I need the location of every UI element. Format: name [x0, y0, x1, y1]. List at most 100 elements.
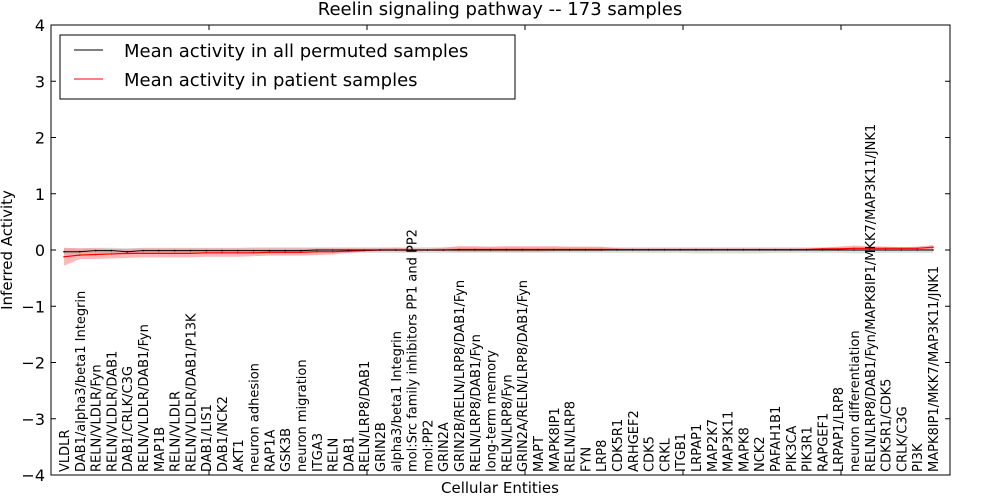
permuted-point — [189, 249, 192, 252]
permuted-point — [489, 249, 492, 251]
x-tick-label: RELN/LRP8 — [564, 401, 579, 472]
y-tick-label: −2 — [21, 354, 45, 373]
x-tick-label: RAPGEF1 — [816, 413, 831, 472]
y-tick-label: −1 — [21, 297, 45, 316]
patient-point — [252, 252, 255, 254]
x-tick-label: GRIN2B/RELN/LRP8/DAB1/Fyn — [453, 280, 468, 472]
y-axis-label: Inferred Activity — [0, 190, 16, 310]
x-tick-label: GSK3B — [279, 428, 294, 472]
x-tick-label: RELN/VLDLR/DAB1 — [105, 351, 120, 472]
patient-point — [869, 247, 871, 250]
x-tick-label: PI3K — [911, 443, 926, 472]
permuted-point — [79, 250, 81, 253]
y-tick-label: −4 — [21, 466, 45, 485]
legend: Mean activity in all permuted samples Me… — [59, 34, 516, 100]
legend-label-permuted: Mean activity in all permuted samples — [124, 41, 468, 62]
x-tick-label: alpha3/beta1 Integrin — [390, 331, 405, 472]
patient-point — [63, 255, 65, 258]
x-tick-label: neuron differentiation — [848, 330, 863, 472]
patient-point — [268, 251, 271, 254]
x-tick-label: neuron migration — [295, 359, 310, 472]
patient-point — [221, 252, 223, 254]
permuted-point — [221, 249, 223, 252]
patient-point — [284, 251, 287, 254]
permuted-point — [142, 249, 144, 252]
x-tick-label: DAB1 — [342, 436, 357, 472]
x-tick-label: MAP3K11 — [722, 411, 737, 472]
legend-box — [59, 34, 516, 100]
permuted-point — [300, 249, 302, 252]
x-tick-label: CDK5 — [643, 436, 658, 472]
permuted-point — [758, 249, 760, 251]
permuted-point — [426, 249, 429, 251]
x-tick-label: GRIN2A — [437, 422, 452, 472]
x-tick-label: CRKL — [658, 437, 673, 472]
permuted-point — [679, 249, 681, 251]
permuted-point — [284, 249, 287, 252]
chart-title: Reelin signaling pathway -- 173 samples — [318, 0, 682, 20]
x-tick-label: MAP1B — [153, 427, 168, 472]
x-tick-label: MAP2K7 — [706, 419, 721, 472]
permuted-point — [347, 249, 350, 251]
patient-point — [900, 247, 903, 250]
permuted-point — [331, 249, 334, 251]
permuted-point — [158, 249, 160, 252]
patient-point — [79, 254, 81, 256]
permuted-point — [726, 249, 729, 251]
x-tick-label: AKT1 — [232, 439, 247, 472]
permuted-point — [474, 249, 476, 251]
y-tick-label: −3 — [21, 410, 45, 429]
permuted-point — [632, 249, 634, 251]
permuted-point — [410, 249, 413, 251]
x-tick-label: DAB1/alpha3/beta1 Integrin — [74, 291, 89, 472]
plot-frame — [50, 24, 951, 476]
x-tick-label: long-term memory — [485, 350, 500, 472]
x-tick-label: CRLK/C3G — [895, 406, 910, 472]
patient-point — [173, 252, 176, 255]
x-tick-label: LRPAP1/LRP8 — [832, 387, 847, 472]
patient-point — [110, 253, 113, 255]
x-tick-label: RELN/VLDLR/DAB1/Fyn — [137, 324, 152, 472]
x-tick-label: PIK3CA — [785, 425, 800, 472]
legend-label-patient: Mean activity in patient samples — [124, 70, 418, 91]
patient-point — [300, 251, 302, 254]
permuted-point — [663, 249, 666, 251]
x-tick-label: ITGA3 — [311, 433, 326, 472]
permuted-point — [900, 249, 903, 251]
x-tick-label: RELN/LRP8/Fyn — [500, 374, 515, 472]
permuted-mean-line — [64, 249, 933, 253]
patient-point — [853, 247, 855, 250]
x-tick-label: CDK5R1 — [611, 419, 626, 472]
x-tick-label: PIK3R1 — [801, 426, 816, 472]
x-tick-label: LRPAP1 — [690, 424, 705, 472]
permuted-point — [711, 249, 713, 251]
patient-mean-line — [63, 246, 934, 258]
x-tick-label: DAB1/LIS1 — [200, 404, 215, 472]
permuted-point — [821, 249, 824, 251]
permuted-point — [932, 249, 934, 251]
x-tick-label: MAPK8IP1 — [548, 407, 563, 472]
permuted-point — [584, 249, 587, 251]
permuted-point — [916, 249, 918, 251]
x-tick-label: MAPK8IP1/MKK7/MAP3K11/JNK1 — [927, 266, 942, 472]
patient-point — [142, 252, 144, 255]
permuted-point — [110, 249, 113, 252]
x-axis-label: Cellular Entities — [441, 479, 559, 497]
permuted-point — [458, 249, 460, 251]
permuted-point — [363, 249, 366, 251]
y-tick-label: 0 — [35, 241, 45, 260]
x-tick-label: GRIN2A/RELN/LRP8/DAB1/Fyn — [516, 280, 531, 472]
permuted-point — [252, 249, 255, 252]
x-tick-label: LRP8 — [595, 440, 610, 472]
permuted-point — [774, 249, 776, 251]
permuted-point — [805, 249, 808, 251]
permuted-point — [521, 249, 523, 251]
x-tick-label: MAPK8 — [737, 427, 752, 472]
y-tick-label: 3 — [35, 72, 45, 91]
y-tick-label: 4 — [35, 16, 45, 35]
x-tick-label: PAFAH1B1 — [769, 406, 784, 472]
patient-point — [331, 250, 334, 253]
permuted-point — [837, 249, 839, 251]
patient-point — [94, 253, 97, 256]
